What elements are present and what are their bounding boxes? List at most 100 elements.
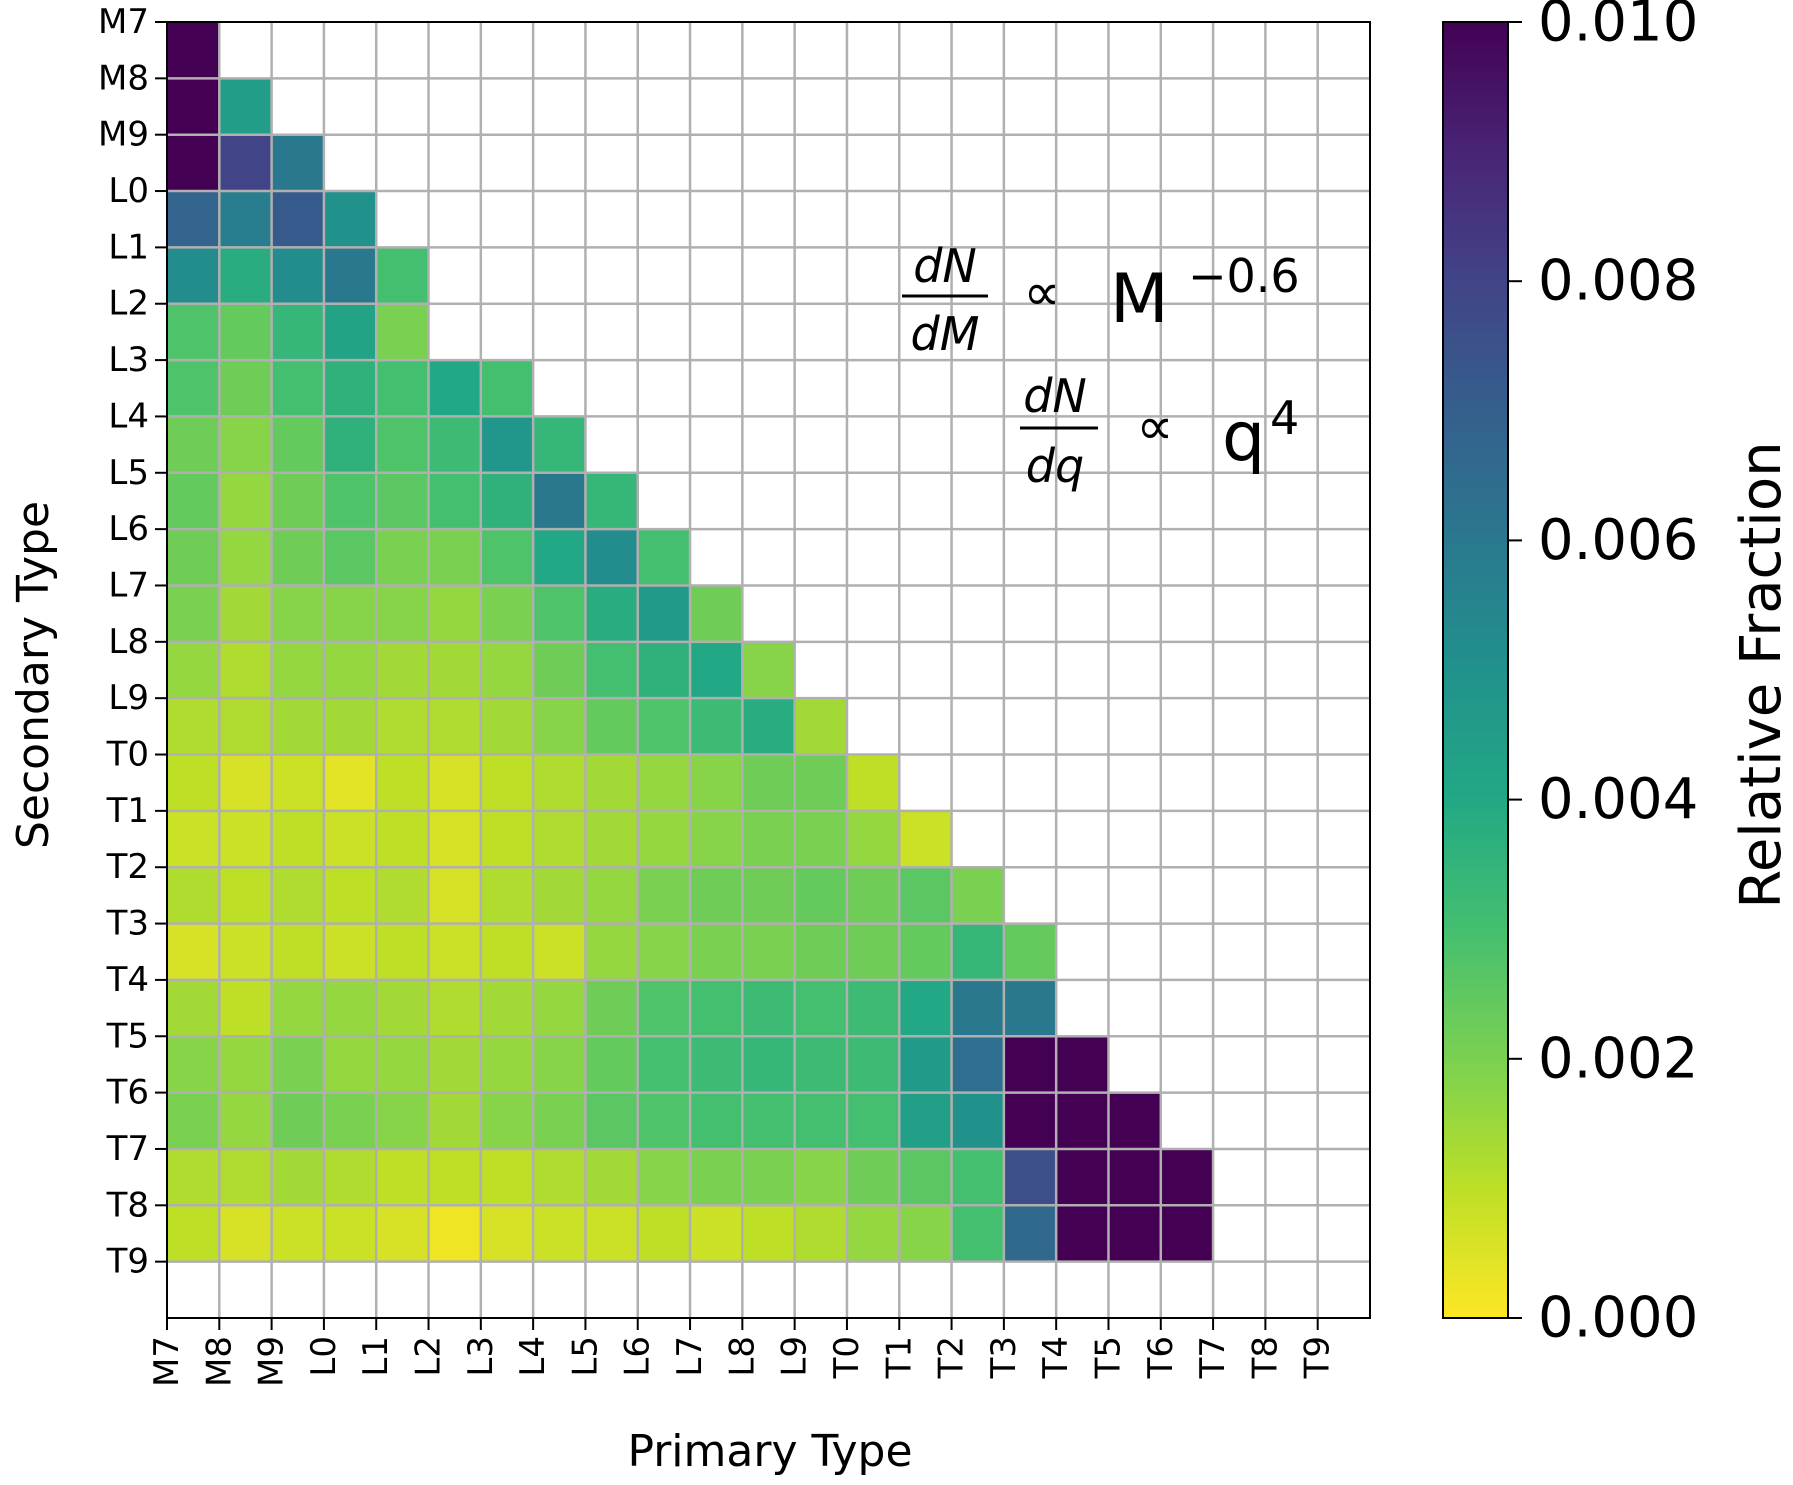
heatmap-cell-t2-l6 [637, 867, 691, 925]
y-tick-label-l0: L0 [108, 171, 149, 211]
heatmap-cell-l9-l4 [533, 698, 586, 756]
x-tick-label-t0: T0 [827, 1336, 867, 1379]
heatmap-cell-t5-l4 [533, 1036, 586, 1094]
y-axis-ticks: M7 M8 M9 L0 L1 L2 L3 L4 L5 L6 L7 L8 L9 T0 T1 T2 T3 T4 T5 T6… [98, 2, 167, 1282]
heatmap-cell-t1-l3 [480, 810, 534, 868]
heatmap-cell-t6-t0 [846, 1092, 900, 1150]
heatmap-cell-t4-l4 [533, 979, 586, 1037]
heatmap-cell-t2-t1 [899, 867, 953, 925]
y-tick-label-t6: T6 [106, 1073, 149, 1113]
heatmap-cell-l0-l0 [323, 191, 377, 248]
heatmap-cell-t6-m7 [167, 1092, 220, 1150]
heatmap-cell-l6-m9 [271, 529, 325, 586]
heatmap-cell-l1-m7 [167, 247, 220, 305]
heatmap-cell-t3-l2 [428, 923, 482, 981]
heatmap-cell-l8-l6 [637, 641, 691, 699]
y-tick-label-t5: T5 [106, 1016, 149, 1056]
heatmap-cell-l7-m8 [219, 585, 273, 643]
heatmap-cell-t4-t3 [1003, 979, 1057, 1037]
heatmap-cell-t4-l6 [637, 979, 691, 1037]
y-axis-label: Secondary Type [8, 501, 59, 849]
plot-frame [166, 21, 1371, 1319]
heatmap-cell-t0-l3 [480, 754, 534, 812]
heatmap-cell-l7-l2 [428, 585, 482, 643]
heatmap-cell-t4-l2 [428, 979, 482, 1037]
y-tick-label-l8: L8 [108, 622, 149, 662]
heatmap-cell-t4-t0 [846, 979, 900, 1037]
heatmap-cell-l8-l3 [480, 641, 534, 699]
heatmap-cell-l3-l0 [323, 360, 377, 417]
heatmap-cell-m8-m7 [167, 78, 220, 136]
heatmap-cell-l7-m9 [271, 585, 325, 643]
x-tick-label-t4: T4 [1036, 1336, 1076, 1379]
heatmap-cell-l8-l5 [585, 641, 639, 699]
heatmap-cell-l1-m8 [219, 247, 273, 305]
heatmap-cell-t7-l5 [585, 1148, 639, 1206]
heatmap-cell-l8-l0 [323, 641, 377, 699]
heatmap-cell-t8-l9 [794, 1205, 848, 1263]
heatmap-cell-m9-m8 [219, 134, 273, 192]
heatmap-cell-t7-t0 [846, 1148, 900, 1206]
y-tick-label-m8: M8 [98, 58, 149, 98]
annotation-2-base: q [1222, 398, 1265, 477]
heatmap-cell-l8-l4 [533, 641, 586, 699]
heatmap-cell-l6-m8 [219, 529, 273, 586]
heatmap-cell-l4-l2 [428, 416, 482, 474]
colorbar-tick-label: 0.008 [1538, 249, 1698, 314]
heatmap-cell-t6-l9 [794, 1092, 848, 1150]
heatmap-cell-t4-t2 [951, 979, 1005, 1037]
heatmap-cell-t7-l0 [323, 1148, 377, 1206]
heatmap-cell-l5-l2 [428, 472, 482, 530]
heatmap-cell-t5-l3 [480, 1036, 534, 1094]
x-tick-label-l2: L2 [409, 1336, 449, 1377]
heatmap-cell-t1-l2 [428, 810, 482, 868]
heatmap-cell-t6-l4 [533, 1092, 586, 1150]
y-tick-label-m7: M7 [98, 2, 149, 42]
y-tick-label-t7: T7 [106, 1129, 149, 1169]
heatmap-cell-t8-m8 [219, 1205, 273, 1263]
heatmap-cell-l8-m8 [219, 641, 273, 699]
heatmap-cell-t4-m8 [219, 979, 273, 1037]
heatmap-cell-t7-t3 [1003, 1148, 1057, 1206]
colorbar-tick-label: 0.006 [1538, 508, 1698, 573]
heatmap-cell-t1-m7 [167, 810, 220, 868]
heatmap-cell-t1-l4 [533, 810, 586, 868]
heatmap-cell-t6-l8 [742, 1092, 796, 1150]
heatmap-cell-t5-l8 [742, 1036, 796, 1094]
heatmap-cell-m8-m8 [219, 78, 273, 136]
heatmap-cell-t6-l6 [637, 1092, 691, 1150]
annotation-1-relation: ∝ [1023, 263, 1060, 323]
heatmap-cell-t7-t2 [951, 1148, 1005, 1206]
colorbar-tick-label: 0.004 [1538, 767, 1698, 832]
y-tick-label-l2: L2 [108, 284, 149, 324]
heatmap-cell-l6-l4 [533, 529, 586, 586]
heatmap-cell-t0-m9 [271, 754, 325, 812]
heatmap-cell-t8-m9 [271, 1205, 325, 1263]
heatmap-cell-t3-l8 [742, 923, 796, 981]
heatmap-cell-t4-t1 [899, 979, 953, 1037]
heatmap-cell-t5-t1 [899, 1036, 953, 1094]
heatmap-cell-t6-t3 [1003, 1092, 1057, 1150]
heatmap-cell-t2-m9 [271, 867, 325, 925]
heatmap-cell-l6-l0 [323, 529, 377, 586]
heatmap-cell-t6-t4 [1056, 1092, 1109, 1150]
x-tick-label-t1: T1 [879, 1336, 919, 1379]
heatmap-cell-t0-m8 [219, 754, 273, 812]
y-tick-label-l1: L1 [108, 227, 149, 267]
heatmap-cell-t5-t4 [1056, 1036, 1109, 1094]
heatmap-cell-t1-l1 [376, 810, 430, 868]
heatmap-cell-l4-m7 [167, 416, 220, 474]
x-tick-label-m8: M8 [199, 1336, 239, 1387]
heatmap-cell-l2-l1 [376, 303, 430, 361]
heatmap-cell-t5-t2 [951, 1036, 1005, 1094]
x-tick-label-l6: L6 [618, 1336, 658, 1377]
heatmap-cell-t4-l8 [742, 979, 796, 1037]
heatmap-cell-l2-l0 [323, 303, 377, 361]
heatmap-cell-t0-l1 [376, 754, 430, 812]
heatmap-cell-t5-l5 [585, 1036, 639, 1094]
heatmap-cell-l1-l1 [376, 247, 430, 305]
heatmap-cell-t7-l6 [637, 1148, 691, 1206]
x-tick-label-l7: L7 [670, 1336, 710, 1377]
y-tick-label-t2: T2 [106, 847, 149, 887]
